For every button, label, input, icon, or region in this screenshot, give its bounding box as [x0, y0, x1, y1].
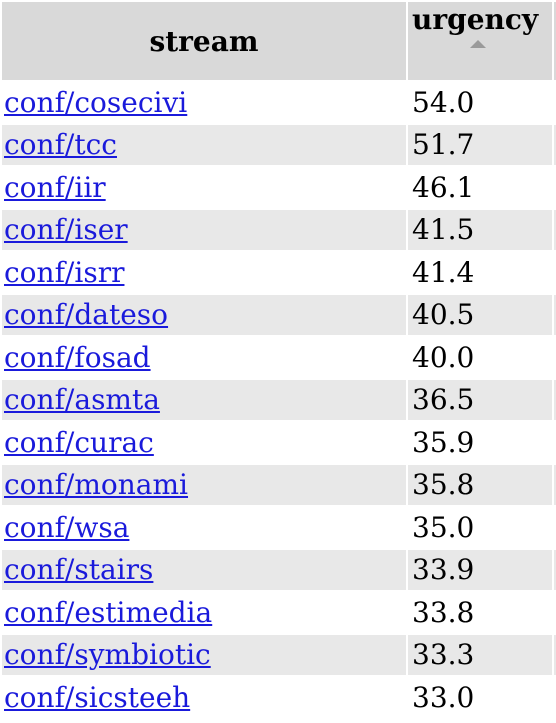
extra-cell: [554, 422, 556, 463]
extra-cell: [554, 549, 556, 590]
extra-cell: [554, 124, 556, 165]
stream-cell: conf/isrr: [2, 252, 406, 293]
urgency-cell: 40.0: [408, 337, 552, 378]
urgency-cell: 33.8: [408, 592, 552, 633]
table-row: conf/fosad 40.0: [2, 337, 556, 378]
table-row: conf/estimedia 33.8: [2, 592, 556, 633]
table-row: conf/iir 46.1: [2, 167, 556, 208]
extra-cell: [554, 209, 556, 250]
table-row: conf/stairs 33.9: [2, 549, 556, 590]
extra-cell: [554, 464, 556, 505]
stream-cell: conf/iser: [2, 209, 406, 250]
extra-cell: [554, 252, 556, 293]
stream-link[interactable]: conf/symbiotic: [4, 638, 211, 672]
stream-cell: conf/monami: [2, 464, 406, 505]
extra-cell: [554, 379, 556, 420]
stream-link[interactable]: conf/stairs: [4, 553, 154, 587]
stream-column-header[interactable]: stream: [2, 2, 406, 80]
stream-link[interactable]: conf/estimedia: [4, 595, 213, 629]
stream-link[interactable]: conf/iir: [4, 170, 106, 204]
urgency-cell: 51.7: [408, 124, 552, 165]
stream-cell: conf/tcc: [2, 124, 406, 165]
extra-cell: [554, 294, 556, 335]
stream-link[interactable]: conf/tcc: [4, 128, 117, 162]
stream-link[interactable]: conf/isrr: [4, 255, 125, 289]
stream-link[interactable]: conf/monami: [4, 468, 189, 502]
stream-link[interactable]: conf/curac: [4, 425, 154, 459]
urgency-cell: 41.4: [408, 252, 552, 293]
extra-cell: [554, 677, 556, 718]
stream-cell: conf/stairs: [2, 549, 406, 590]
extra-cell: [554, 634, 556, 675]
extra-cell: [554, 507, 556, 548]
urgency-cell: 40.5: [408, 294, 552, 335]
stream-cell: conf/asmta: [2, 379, 406, 420]
table-row: conf/wsa 35.0: [2, 507, 556, 548]
urgency-cell: 41.5: [408, 209, 552, 250]
stream-cell: conf/dateso: [2, 294, 406, 335]
stream-link[interactable]: conf/cosecivi: [4, 85, 188, 119]
table-row: conf/asmta 36.5: [2, 379, 556, 420]
stream-cell: conf/cosecivi: [2, 82, 406, 123]
stream-cell: conf/iir: [2, 167, 406, 208]
table-row: conf/sicsteeh 33.0: [2, 677, 556, 718]
extra-cell: [554, 167, 556, 208]
stream-cell: conf/sicsteeh: [2, 677, 406, 718]
extra-cell: [554, 337, 556, 378]
table-row: conf/symbiotic 33.3: [2, 634, 556, 675]
stream-header-label: stream: [149, 24, 259, 58]
urgency-cell: 36.5: [408, 379, 552, 420]
urgency-cell: 35.9: [408, 422, 552, 463]
table-row: conf/tcc 51.7: [2, 124, 556, 165]
stream-cell: conf/fosad: [2, 337, 406, 378]
stream-cell: conf/estimedia: [2, 592, 406, 633]
stream-link[interactable]: conf/asmta: [4, 383, 160, 417]
urgency-cell: 33.3: [408, 634, 552, 675]
urgency-cell: 35.0: [408, 507, 552, 548]
urgency-header-label: urgency: [412, 3, 539, 36]
urgency-cell: 33.9: [408, 549, 552, 590]
table-row: conf/dateso 40.5: [2, 294, 556, 335]
stream-link[interactable]: conf/iser: [4, 213, 128, 247]
table-row: conf/curac 35.9: [2, 422, 556, 463]
urgency-cell: 46.1: [408, 167, 552, 208]
stream-link[interactable]: conf/fosad: [4, 340, 151, 374]
extra-cell: [554, 592, 556, 633]
urgency-cell: 35.8: [408, 464, 552, 505]
extra-cell: [554, 82, 556, 123]
sort-ascending-icon[interactable]: [470, 40, 486, 48]
stream-link[interactable]: conf/dateso: [4, 298, 169, 332]
urgency-column-header[interactable]: urgency: [408, 2, 552, 80]
extra-column-header: [554, 2, 556, 80]
urgency-cell: 54.0: [408, 82, 552, 123]
stream-link[interactable]: conf/wsa: [4, 510, 130, 544]
table-row: conf/isrr 41.4: [2, 252, 556, 293]
table-body: conf/cosecivi 54.0 conf/tcc 51.7 conf/iir 46.…: [2, 82, 556, 718]
stream-link[interactable]: conf/sicsteeh: [4, 680, 191, 714]
urgency-cell: 33.0: [408, 677, 552, 718]
stream-cell: conf/symbiotic: [2, 634, 406, 675]
header-row: stream urgency: [2, 2, 556, 80]
table-row: conf/cosecivi 54.0: [2, 82, 556, 123]
stream-cell: conf/curac: [2, 422, 406, 463]
table-row: conf/iser 41.5: [2, 209, 556, 250]
stream-cell: conf/wsa: [2, 507, 406, 548]
table-row: conf/monami 35.8: [2, 464, 556, 505]
